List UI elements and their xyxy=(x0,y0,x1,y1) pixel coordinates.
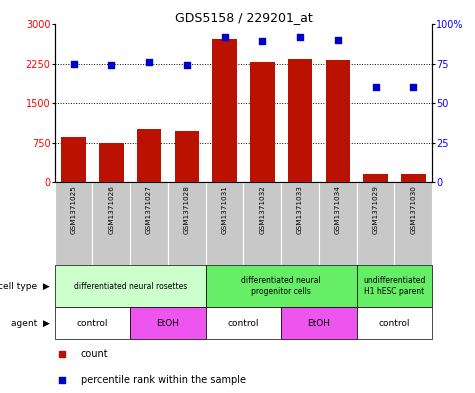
Point xyxy=(107,62,115,68)
Bar xyxy=(250,62,275,182)
Bar xyxy=(357,307,432,339)
Text: GSM1371032: GSM1371032 xyxy=(259,185,266,234)
Point xyxy=(334,37,342,43)
Point xyxy=(70,61,77,67)
Bar xyxy=(212,39,237,182)
Bar xyxy=(55,182,92,265)
Text: EtOH: EtOH xyxy=(307,319,331,327)
Bar xyxy=(357,182,394,265)
Text: GSM1371026: GSM1371026 xyxy=(108,185,114,234)
Point xyxy=(145,59,153,65)
Text: control: control xyxy=(228,319,259,327)
Text: GSM1371030: GSM1371030 xyxy=(410,185,417,234)
Text: GSM1371031: GSM1371031 xyxy=(221,185,228,234)
Bar xyxy=(243,182,281,265)
Bar xyxy=(61,137,86,182)
Text: GSM1371027: GSM1371027 xyxy=(146,185,152,234)
Bar xyxy=(137,129,162,182)
Title: GDS5158 / 229201_at: GDS5158 / 229201_at xyxy=(174,11,313,24)
Text: GSM1371029: GSM1371029 xyxy=(372,185,379,234)
Point xyxy=(296,33,304,40)
Bar xyxy=(99,143,124,182)
Text: differentiated neural rosettes: differentiated neural rosettes xyxy=(74,281,187,290)
Text: agent  ▶: agent ▶ xyxy=(11,319,50,327)
Point xyxy=(58,351,66,357)
Bar xyxy=(319,182,357,265)
Point xyxy=(258,38,266,44)
Point xyxy=(221,33,228,40)
Text: cell type  ▶: cell type ▶ xyxy=(0,281,50,290)
Point xyxy=(409,84,417,90)
Text: GSM1371034: GSM1371034 xyxy=(335,185,341,234)
Point xyxy=(58,376,66,383)
Text: percentile rank within the sample: percentile rank within the sample xyxy=(81,375,246,385)
Bar xyxy=(281,182,319,265)
Bar xyxy=(168,182,206,265)
Text: GSM1371033: GSM1371033 xyxy=(297,185,303,234)
Bar xyxy=(130,307,206,339)
Bar xyxy=(206,307,281,339)
Bar xyxy=(206,182,243,265)
Bar xyxy=(288,59,313,182)
Bar xyxy=(130,182,168,265)
Bar xyxy=(281,307,357,339)
Point xyxy=(372,84,380,90)
Text: control: control xyxy=(76,319,108,327)
Bar xyxy=(401,174,426,182)
Text: differentiated neural
progenitor cells: differentiated neural progenitor cells xyxy=(241,276,321,296)
Point xyxy=(183,62,190,68)
Text: count: count xyxy=(81,349,108,358)
Text: GSM1371025: GSM1371025 xyxy=(70,185,76,234)
Text: GSM1371028: GSM1371028 xyxy=(184,185,190,234)
Text: undifferentiated
H1 hESC parent: undifferentiated H1 hESC parent xyxy=(363,276,426,296)
Bar xyxy=(55,265,206,307)
Bar xyxy=(363,174,388,182)
Bar xyxy=(357,265,432,307)
Bar xyxy=(206,265,357,307)
Bar xyxy=(325,61,350,182)
Bar xyxy=(395,182,432,265)
Bar xyxy=(55,307,130,339)
Text: EtOH: EtOH xyxy=(156,319,180,327)
Bar xyxy=(174,132,199,182)
Text: control: control xyxy=(379,319,410,327)
Bar xyxy=(92,182,130,265)
